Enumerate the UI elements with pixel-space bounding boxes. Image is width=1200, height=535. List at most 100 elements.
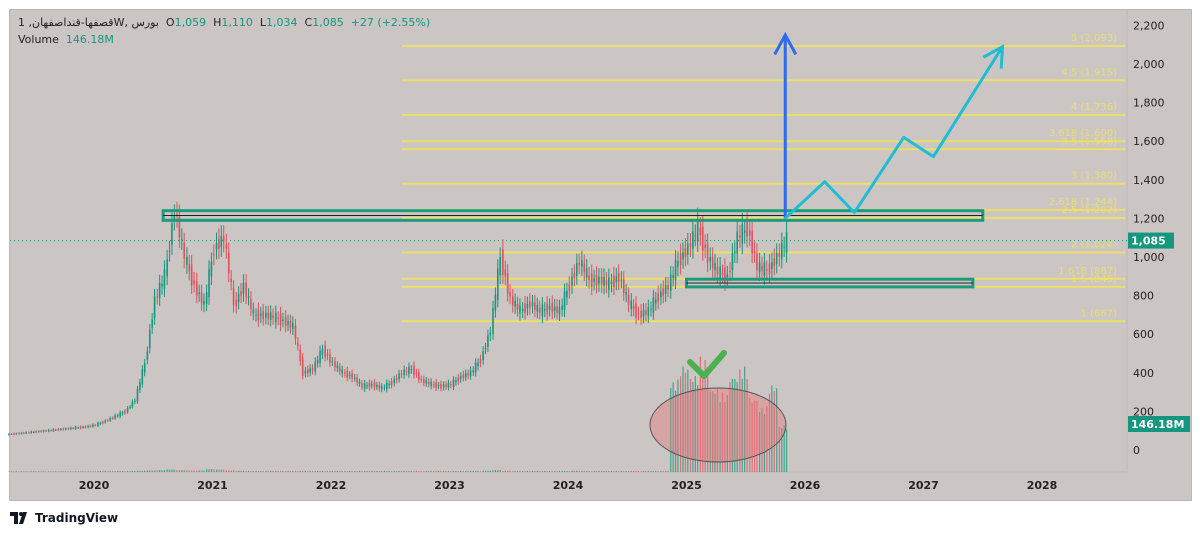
tradingview-logo[interactable]: TradingView <box>10 511 118 525</box>
volume-bar <box>121 471 124 472</box>
volume-bar <box>378 471 380 472</box>
candle-body <box>235 299 238 307</box>
candle-body <box>40 430 42 432</box>
candle-body <box>55 429 57 431</box>
candle-body <box>524 303 526 313</box>
volume-bar <box>400 471 403 472</box>
candle-body <box>489 332 492 336</box>
candle-body <box>657 293 659 302</box>
volume-bar <box>687 369 689 472</box>
y-tick-label: 800 <box>1133 290 1154 303</box>
volume-bar <box>460 471 462 472</box>
candle-body <box>400 373 403 375</box>
volume-bar <box>529 471 531 472</box>
close-value: 1,085 <box>312 16 344 29</box>
candle-body <box>457 377 460 382</box>
volume-bar <box>425 471 427 472</box>
volume-bar <box>450 471 452 472</box>
volume-bar <box>114 471 116 472</box>
volume-bar <box>605 471 608 472</box>
candle-body <box>232 288 235 306</box>
volume-bar <box>62 471 64 472</box>
candle-body <box>114 415 116 419</box>
fib-level-label: 4.5 (1,915) <box>1061 67 1117 78</box>
volume-bar <box>704 359 706 472</box>
candle-body <box>339 367 341 372</box>
candle-body <box>329 353 331 363</box>
candle-body <box>297 342 299 346</box>
volume-bar <box>413 471 415 472</box>
volume-bar <box>223 469 225 472</box>
candle-body <box>57 428 60 431</box>
volume-bar <box>97 471 99 472</box>
volume-bar <box>131 471 134 472</box>
volume-bar <box>324 471 326 472</box>
candle-body <box>734 251 736 254</box>
candle-body <box>45 430 47 432</box>
volume-bar <box>591 471 593 472</box>
candle-body <box>208 269 210 298</box>
volume-bar <box>344 471 346 472</box>
candle-body <box>504 269 507 277</box>
candle-body <box>464 373 467 378</box>
volume-bar <box>40 471 42 472</box>
x-tick-label: 2020 <box>79 479 110 492</box>
candle-body <box>423 379 425 383</box>
volume-bar <box>479 471 482 472</box>
candle-body <box>785 232 788 253</box>
candle-body <box>363 383 366 389</box>
fib-level-label: 5 (2,093) <box>1071 33 1117 44</box>
candle-body <box>595 275 598 286</box>
candle-body <box>751 231 753 254</box>
volume-bar <box>623 471 625 472</box>
candle-body <box>240 290 242 296</box>
volume-bar <box>8 471 10 472</box>
candle-body <box>553 306 556 311</box>
volume-bar <box>768 393 771 472</box>
volume-bar <box>282 471 284 472</box>
candle-body <box>645 310 647 315</box>
projection-arrow-cyan <box>784 45 1004 220</box>
volume-bar <box>650 471 652 472</box>
candle-body <box>267 312 270 319</box>
candle-body <box>753 251 756 254</box>
candle-body <box>571 276 573 286</box>
candle-body <box>617 273 620 282</box>
y-tick-label: 400 <box>1133 367 1154 380</box>
candle-body <box>714 263 716 271</box>
candle-body <box>771 261 773 269</box>
x-tick-label: 2021 <box>197 479 228 492</box>
volume-tag-text: 146.18M <box>1131 418 1184 431</box>
volume-bar <box>139 470 141 472</box>
tradingview-logo-icon <box>10 512 27 524</box>
volume-bar <box>80 471 82 472</box>
candle-body <box>178 216 181 238</box>
candle-body <box>627 295 630 305</box>
candle-body <box>247 295 250 298</box>
candle-body <box>205 292 208 304</box>
volume-bar <box>393 471 395 472</box>
volume-bar <box>206 469 208 472</box>
candle-body <box>620 279 623 281</box>
candle-body <box>336 365 339 369</box>
volume-bar <box>551 471 553 472</box>
candle-body <box>699 228 702 236</box>
candle-body <box>598 276 600 284</box>
volume-bar <box>408 471 410 472</box>
candle-body <box>741 224 744 244</box>
volume-bar <box>588 471 590 472</box>
volume-bar <box>151 470 153 472</box>
candle-body <box>410 368 413 370</box>
symbol-title[interactable]: قصفها-قنداصفهان, 1W, بورس <box>18 16 159 29</box>
candle-body <box>502 249 504 275</box>
candle-body <box>390 381 393 386</box>
fib-level-label: 3.618 (1,600) <box>1049 128 1117 139</box>
volume-bar <box>702 370 704 472</box>
x-tick-label: 2028 <box>1027 479 1058 492</box>
candle-body <box>186 256 188 265</box>
chart-pane[interactable] <box>9 9 1192 501</box>
volume-bar <box>30 471 32 472</box>
candle-body <box>124 411 126 413</box>
volume-bar <box>181 470 183 472</box>
